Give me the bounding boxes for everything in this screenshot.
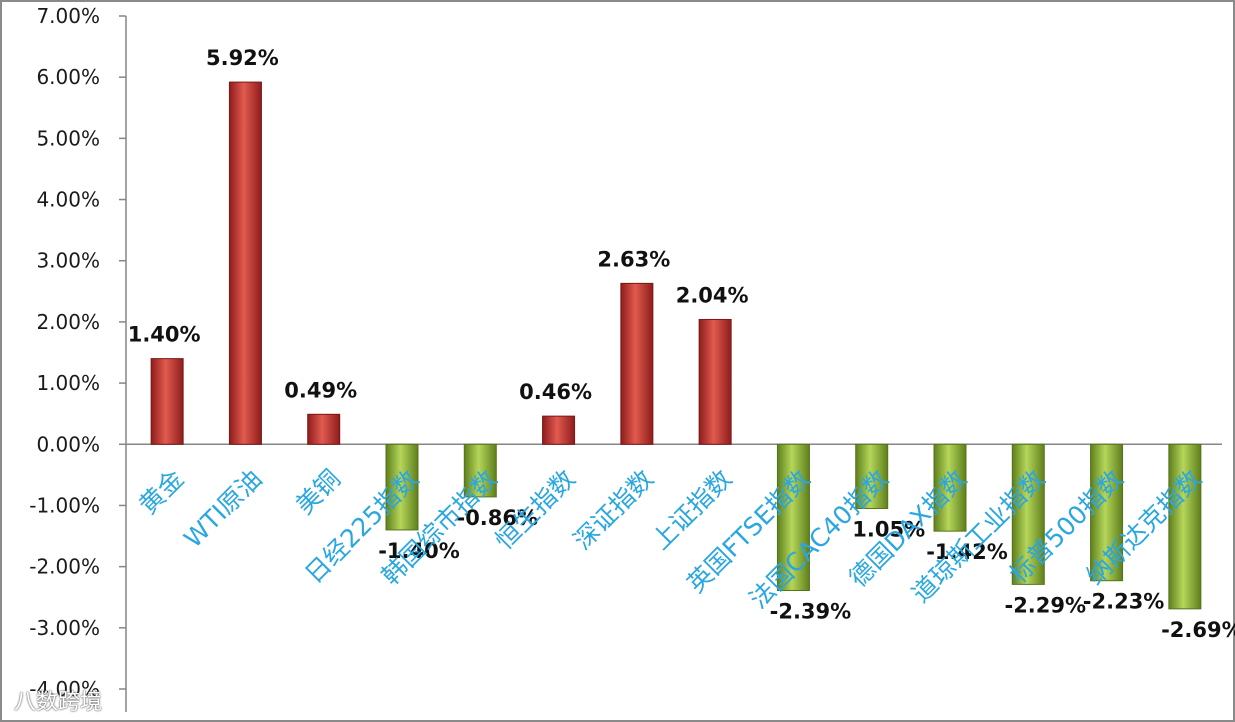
data-label: -1.42% — [926, 540, 1008, 564]
bar — [1090, 443, 1124, 582]
bar — [776, 443, 810, 591]
y-tick-label: -3.00% — [29, 616, 100, 640]
bar — [307, 413, 341, 445]
data-label: 2.04% — [676, 283, 749, 307]
y-tick-label: 1.00% — [36, 371, 100, 395]
data-labels: 1.40% 5.92% 0.49% -1.40% -0.86% 0.46% 2.63%2.0… — [128, 46, 1235, 642]
data-label: 0.49% — [284, 378, 357, 402]
y-tick-label: 6.00% — [36, 65, 100, 89]
bar — [698, 318, 732, 445]
data-label: 2.63% — [597, 247, 670, 271]
y-tick-label: 5.00% — [36, 126, 100, 150]
bar — [228, 81, 262, 445]
data-label: 5.92% — [206, 46, 279, 70]
y-tick-label: 7.00% — [36, 4, 100, 28]
watermark: 八数跨境 — [14, 690, 103, 715]
category-label: 深证指数 — [568, 464, 659, 555]
bar — [855, 443, 889, 510]
data-label: 1.05% — [852, 518, 925, 542]
data-label: 0.46% — [519, 380, 592, 404]
y-tick-label: 4.00% — [36, 188, 100, 212]
data-label: -2.23% — [1083, 590, 1165, 614]
data-label: -2.69% — [1161, 618, 1235, 642]
bar — [1011, 443, 1045, 585]
bars — [150, 81, 1202, 610]
data-label: 1.40% — [128, 323, 201, 347]
bar — [385, 443, 419, 531]
bar — [1168, 443, 1202, 610]
data-label: -1.40% — [378, 539, 460, 563]
category-label: WTI原油 — [178, 464, 267, 553]
category-label: 美铜 — [290, 464, 346, 520]
bar — [620, 282, 654, 445]
y-axis: 7.00% 6.00% 5.00% 4.00% 3.00% 2.00% 1.00% 0.00%… — [29, 4, 1222, 712]
bar — [150, 358, 184, 445]
y-tick-label: 3.00% — [36, 249, 100, 273]
y-tick-label: -1.00% — [29, 493, 100, 517]
y-tick-label: 2.00% — [36, 310, 100, 334]
data-label: -2.39% — [770, 599, 852, 623]
category-label: 黄金 — [134, 464, 190, 520]
bar — [542, 415, 576, 445]
data-label: -0.86% — [456, 506, 538, 530]
y-tick-label: -4.00% — [29, 677, 100, 701]
data-label: -2.29% — [1004, 593, 1086, 617]
bar — [933, 443, 967, 532]
y-tick-label: -2.00% — [29, 555, 100, 579]
y-tick-label: 0.00% — [36, 432, 100, 456]
bar — [463, 443, 497, 498]
